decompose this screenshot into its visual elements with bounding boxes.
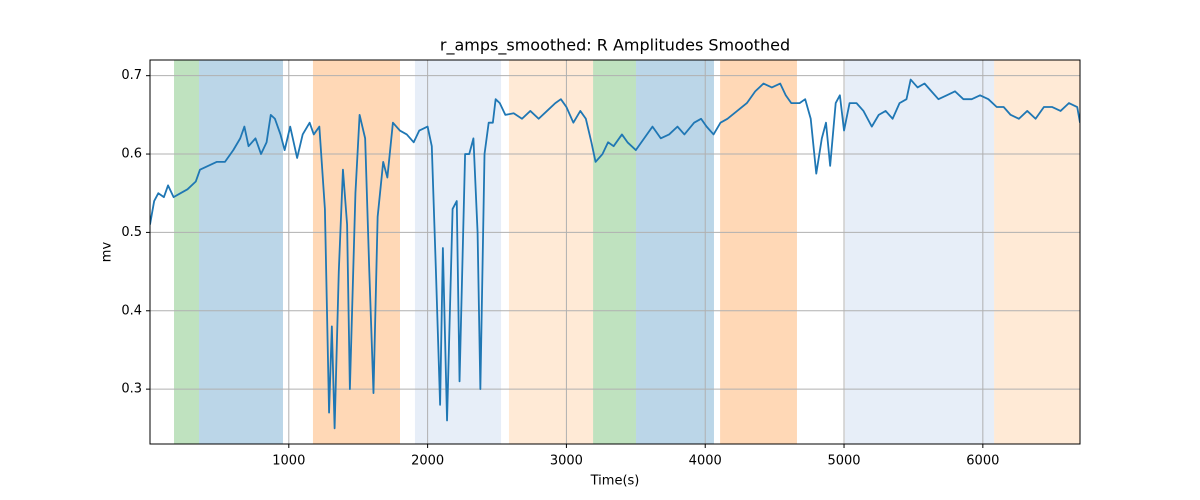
y-tick-label: 0.3 <box>121 382 142 397</box>
y-tick-label: 0.4 <box>121 303 142 318</box>
y-axis-label: mv <box>100 242 115 263</box>
x-tick-label: 5000 <box>827 454 860 469</box>
y-tick-label: 0.5 <box>121 225 142 240</box>
x-tick-label: 6000 <box>966 454 999 469</box>
shaded-span <box>508 60 594 444</box>
chart-title: r_amps_smoothed: R Amplitudes Smoothed <box>440 36 790 56</box>
shaded-span <box>593 60 636 444</box>
shaded-span <box>174 60 199 444</box>
y-tick-label: 0.6 <box>121 147 142 162</box>
x-tick-label: 2000 <box>411 454 444 469</box>
x-tick-label: 4000 <box>689 454 722 469</box>
plot-frame <box>149 59 1081 445</box>
shaded-span <box>312 60 400 444</box>
data-line <box>150 78 1080 430</box>
x-tick-label: 3000 <box>550 454 583 469</box>
y-tick-label: 0.7 <box>121 68 142 83</box>
shaded-span <box>635 60 714 444</box>
shaded-span <box>720 60 797 444</box>
x-axis-label: Time(s) <box>590 474 640 489</box>
x-tick-label: 1000 <box>272 454 305 469</box>
shaded-span <box>994 60 1080 444</box>
